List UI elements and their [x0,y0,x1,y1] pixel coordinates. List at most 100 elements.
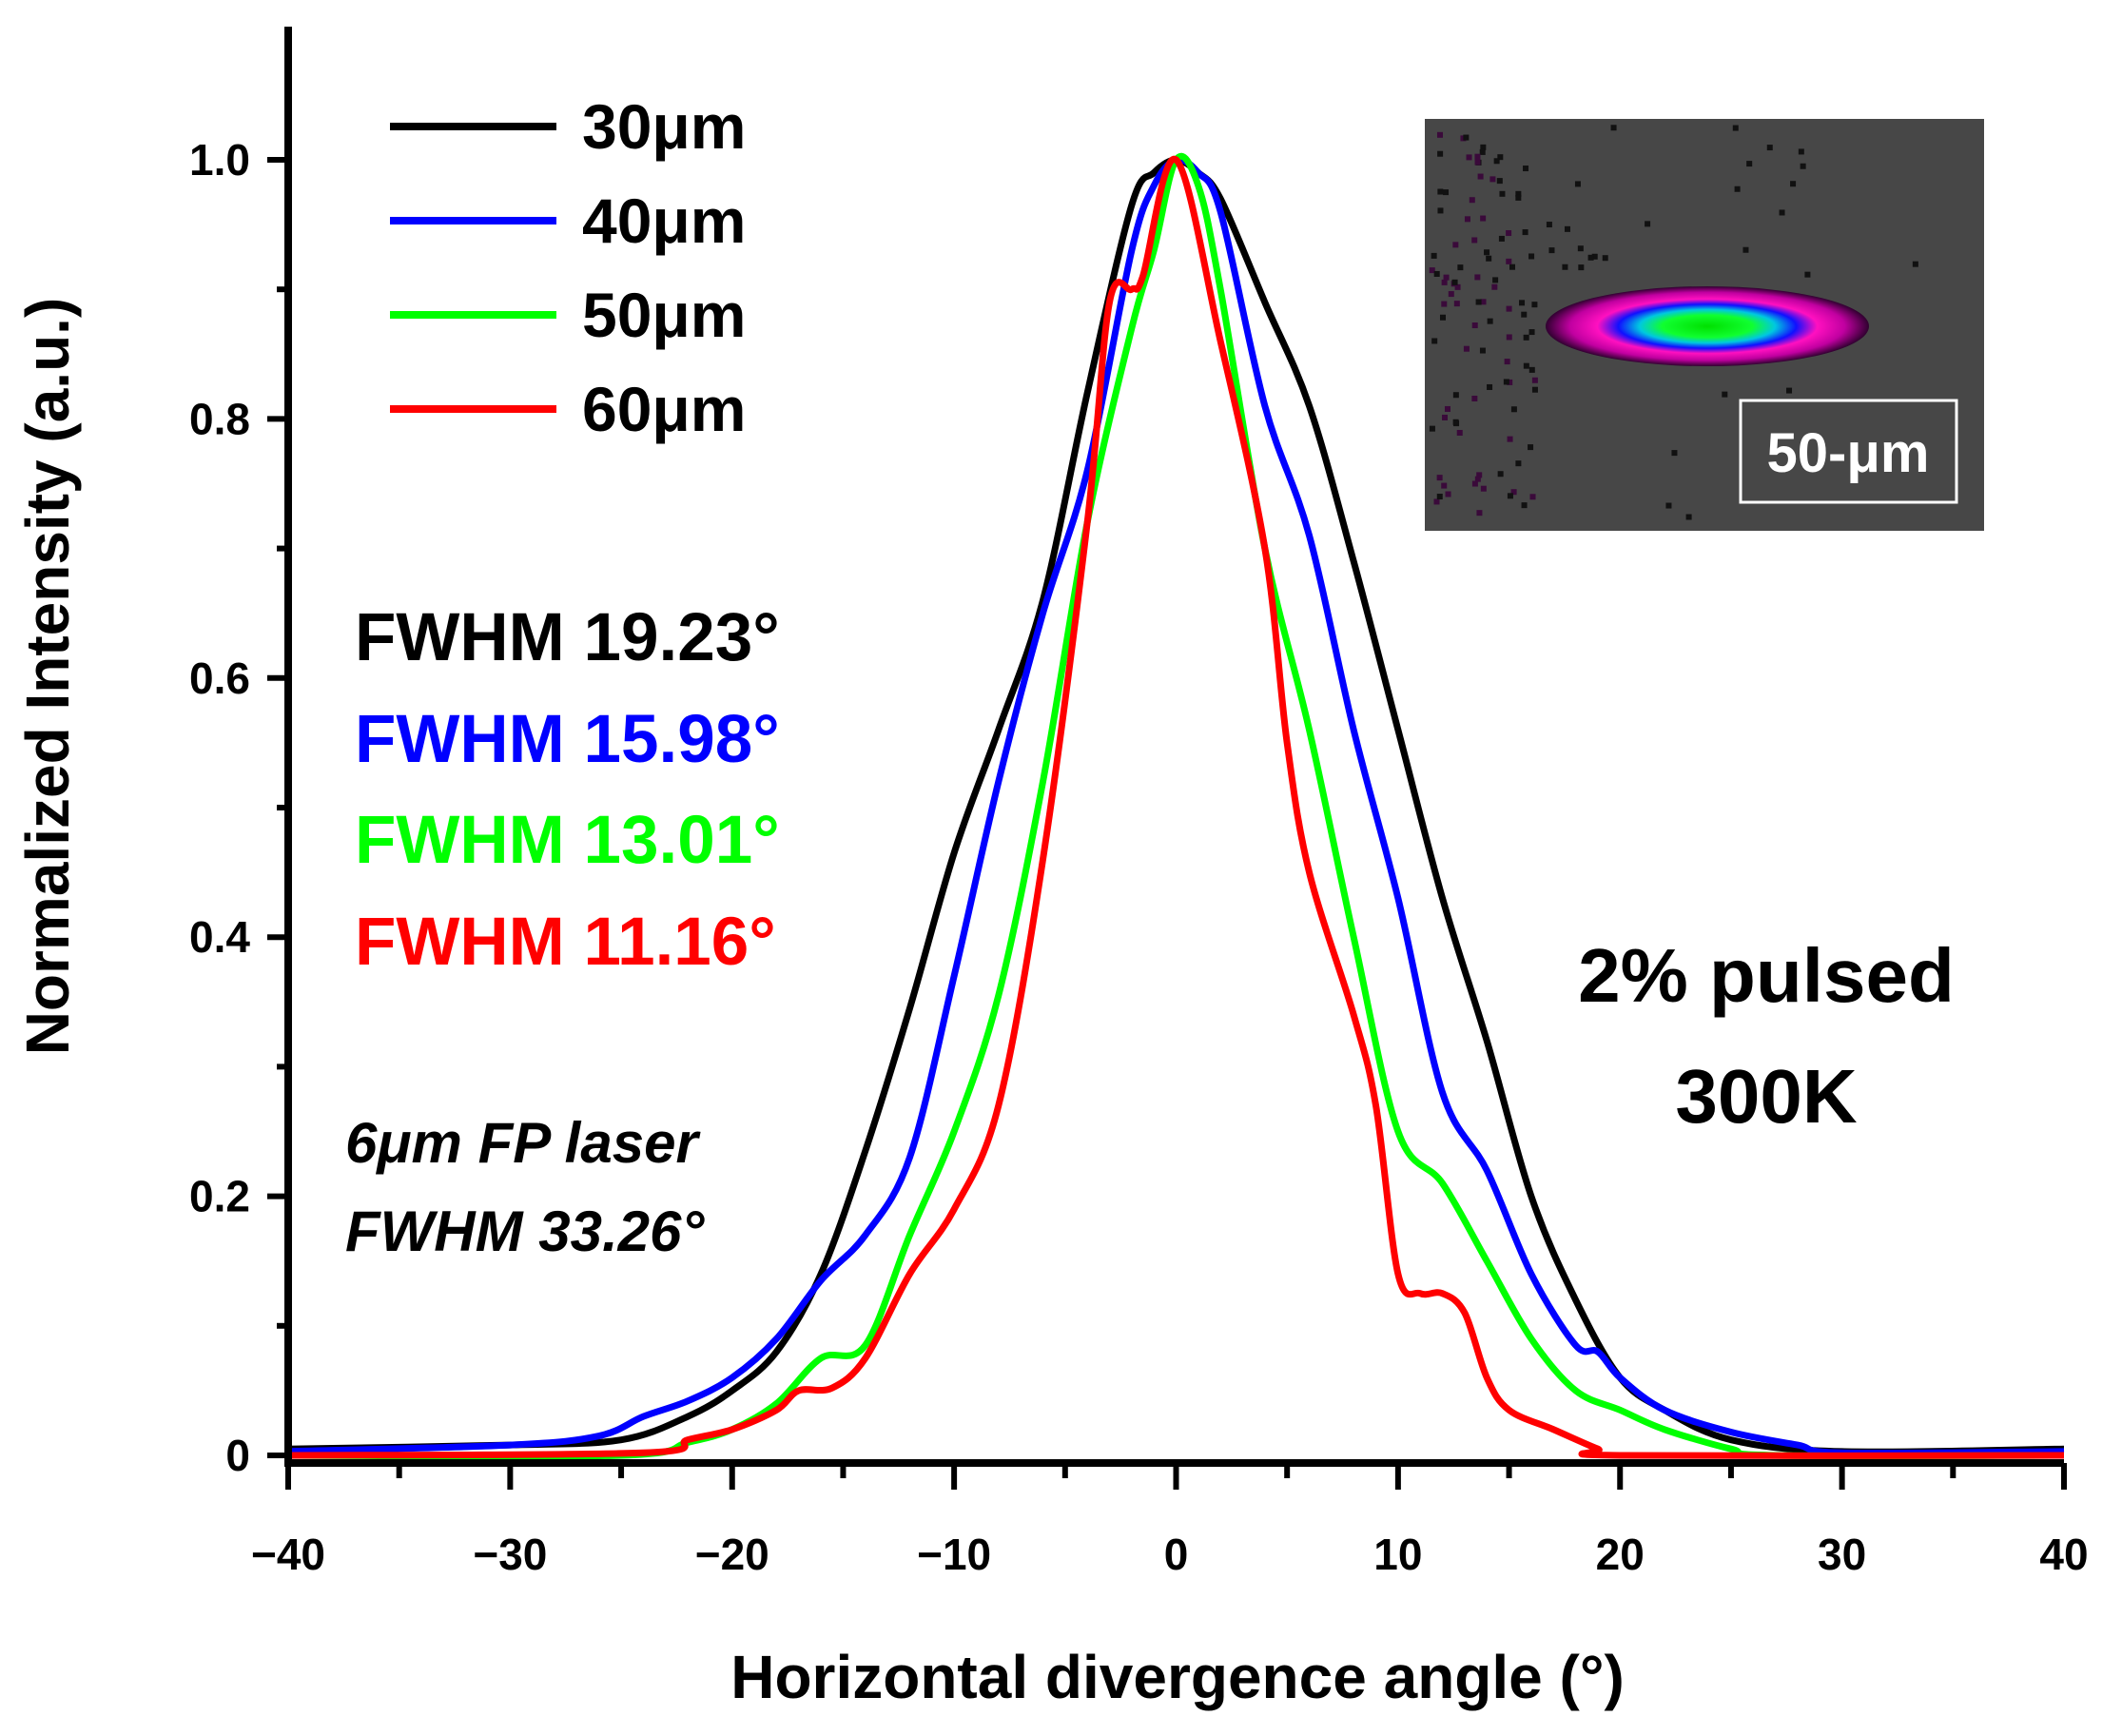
beam-spot [1546,286,1869,366]
noise-dot [1546,222,1552,228]
noise-dot [1564,225,1570,232]
noise-dot [1452,392,1459,399]
x-tick-label: −10 [917,1530,991,1579]
legend-label: 40μm [582,185,746,256]
y-tick-label: 0 [225,1431,250,1480]
noise-dot [1645,221,1651,227]
noise-dot [1492,277,1499,283]
noise-dot [1602,255,1608,262]
noise-dot [1469,197,1475,204]
beam-profile-inset: 50-μm [1425,119,1984,531]
noise-dot [1499,190,1506,197]
noise-dot [1722,391,1728,398]
x-tick-label: −20 [695,1530,769,1579]
x-tick-label: −30 [473,1530,547,1579]
noise-dot [1548,247,1555,254]
noise-dot [1431,338,1438,344]
noise-dot [1479,347,1486,354]
noise-dot [1443,274,1450,281]
noise-dot [1529,494,1536,500]
noise-dot [1522,229,1528,236]
fwhm-50um: FWHM 13.01° [355,803,780,878]
noise-dot [1912,261,1918,267]
noise-dot [1521,311,1528,318]
noise-dot [1476,510,1483,517]
noise-dot [1506,230,1512,237]
x-axis-title: Horizontal divergence angle (°) [730,1643,1625,1711]
noise-dot [1441,279,1448,285]
noise-dot [1523,362,1529,369]
noise-dot [1480,215,1487,222]
noise-dot [1577,245,1584,252]
legend-label: 60μm [582,374,746,444]
noise-dot [1471,480,1478,487]
noise-dot [1528,366,1535,373]
noise-dot [1436,131,1443,138]
noise-dot [1479,148,1486,155]
noise-dot [1471,237,1478,244]
series-line-50m [287,152,2065,1460]
y-tick-label: 0.2 [189,1172,250,1221]
noise-dot [1504,359,1510,365]
x-tick-label: −40 [251,1530,325,1579]
noise-dot [1523,334,1529,341]
noise-dot [1433,498,1440,505]
noise-dot [1471,322,1478,329]
noise-dot [1507,436,1513,442]
noise-dot [1474,153,1481,160]
noise-dot [1493,158,1500,165]
condition-pulsed-label: 2% pulsed [1578,933,1955,1018]
noise-dot [1498,235,1505,242]
noise-dot [1491,283,1498,290]
noise-dot [1779,209,1785,216]
noise-dot [1671,450,1678,457]
noise-dot [1484,249,1490,256]
noise-dot [1474,476,1481,482]
noise-dot [1437,207,1444,214]
noise-dot [1798,148,1804,155]
y-tick-label: 0.8 [189,394,250,443]
noise-dot [1452,419,1459,425]
noise-dot [1591,253,1598,260]
noise-dot [1790,181,1797,187]
noise-dot [1433,270,1440,277]
noise-dot [1506,258,1512,264]
legend-item: 30μm [390,91,746,162]
legend-item: 60μm [390,374,746,444]
noise-dot [1531,377,1538,383]
condition-temperature-label: 300K [1675,1054,1857,1139]
noise-dot [1489,176,1496,183]
noise-dot [1486,255,1492,262]
fwhm-30um: FWHM 19.23° [355,600,780,675]
noise-dot [1466,154,1472,161]
noise-dot [1734,185,1741,192]
inset-label: 50-μm [1767,422,1930,484]
noise-dot [1515,194,1522,201]
noise-dot [1464,216,1470,223]
noise-dot [1431,252,1437,259]
noise-dot [1732,125,1739,131]
noise-dot [1531,386,1538,393]
noise-dot [1480,144,1487,150]
curves [287,152,2065,1460]
noise-dot [1444,405,1450,412]
noise-dot [1742,246,1749,253]
noise-dot [1487,318,1493,324]
noise-dot [1471,395,1478,401]
noise-dot [1507,379,1513,385]
noise-dot [1562,263,1568,270]
noise-dot [1474,274,1481,281]
noise-dot [1515,460,1522,467]
noise-dot [1515,190,1522,197]
y-axis-title: Normalized Intensity (a.u.) [13,298,82,1056]
noise-dot [1523,166,1529,172]
noise-dot [1506,334,1512,341]
noise-dot [1451,279,1458,285]
noise-dot [1507,493,1513,499]
legend-label: 30μm [582,91,746,162]
noise-dot [1521,502,1528,509]
x-tick-label: 20 [1596,1530,1645,1579]
noise-dot [1474,159,1481,166]
noise-dot [1463,345,1470,352]
